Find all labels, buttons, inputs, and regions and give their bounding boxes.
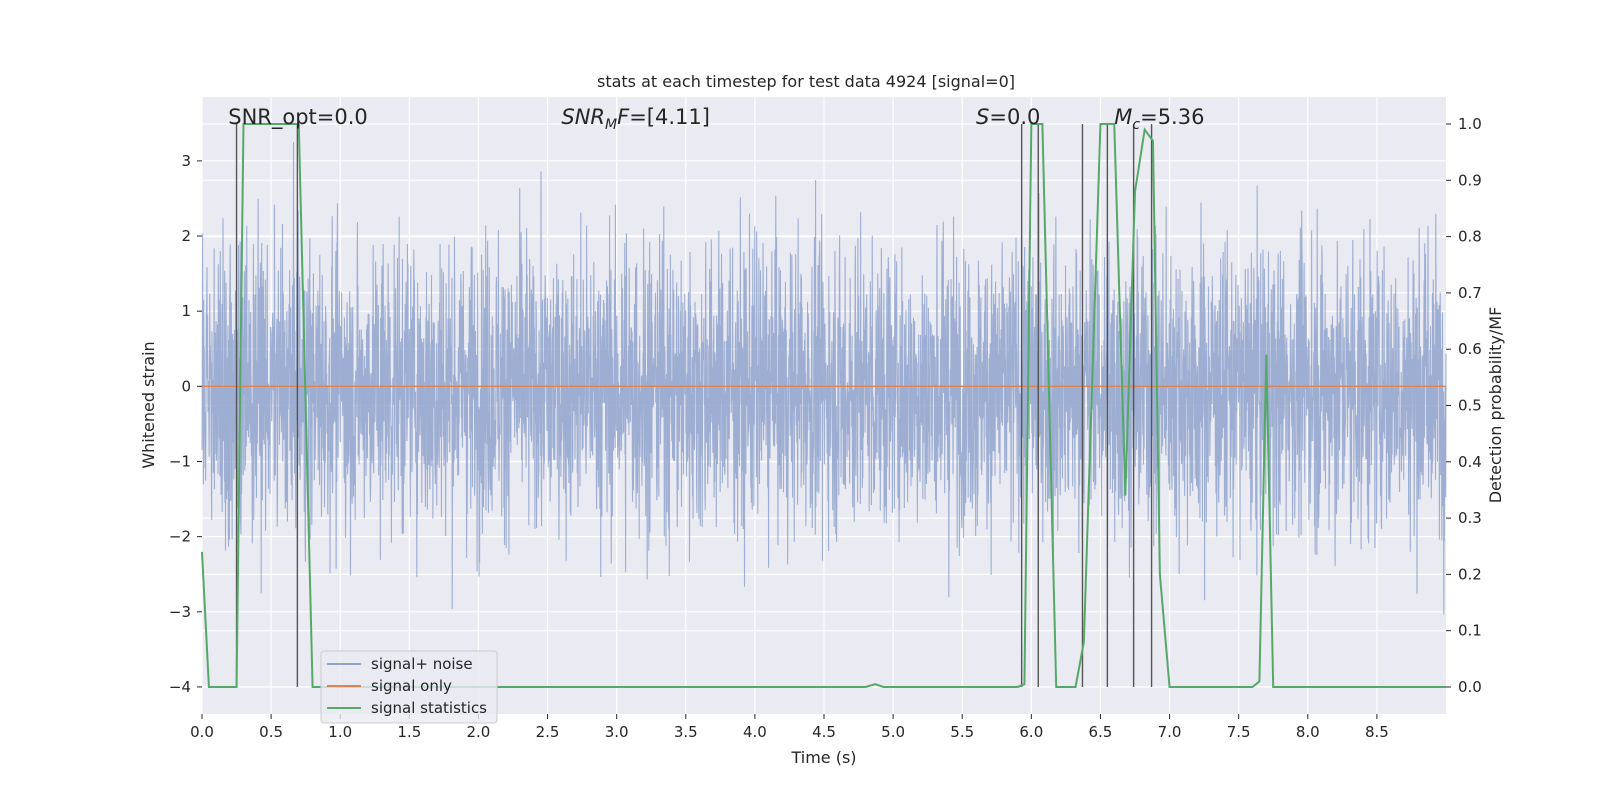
y-tick-label: −4 — [169, 678, 191, 696]
legend-label-signal-noise: signal+ noise — [371, 655, 473, 673]
y2-tick-label: 1.0 — [1458, 115, 1482, 133]
annotation-snr-mf: SNRMF=[4.11] — [561, 105, 710, 133]
x-tick-label: 1.0 — [328, 723, 352, 741]
y-tick-label: 3 — [181, 152, 191, 170]
y2-tick-label: 0.5 — [1458, 397, 1482, 415]
y2-tick-label: 0.9 — [1458, 171, 1482, 189]
y2-tick-label: 0.1 — [1458, 622, 1482, 640]
annotation-mc: Mc=5.36 — [1114, 105, 1204, 133]
x-tick-label: 7.5 — [1227, 723, 1251, 741]
y2-tick-label: 0.7 — [1458, 284, 1482, 302]
x-tick-label: 8.0 — [1296, 723, 1320, 741]
annotation-snr-opt: SNR_opt=0.0 — [228, 105, 368, 130]
legend-label-signal-statistics: signal statistics — [371, 699, 487, 717]
y2-tick-label: 0.6 — [1458, 340, 1482, 358]
x-tick-label: 2.5 — [536, 723, 560, 741]
x-tick-label: 5.5 — [950, 723, 974, 741]
y-tick-label: 0 — [181, 377, 191, 395]
x-tick-label: 6.0 — [1019, 723, 1043, 741]
x-tick-label: 0.0 — [190, 723, 214, 741]
annotation-s: S=0.0 — [976, 105, 1040, 129]
x-tick-label: 3.0 — [605, 723, 629, 741]
x-tick-label: 0.5 — [259, 723, 283, 741]
y-tick-label: −1 — [169, 452, 191, 470]
y2-axis-label: Detection probability/MF — [1486, 307, 1505, 504]
legend-label-signal-only: signal only — [371, 677, 452, 695]
y2-tick-label: 0.3 — [1458, 509, 1482, 527]
x-tick-label: 4.5 — [812, 723, 836, 741]
y-axis-label: Whitened strain — [139, 341, 158, 468]
y2-tick-label: 0.0 — [1458, 678, 1482, 696]
y-tick-label: −2 — [169, 528, 191, 546]
x-tick-label: 4.0 — [743, 723, 767, 741]
y-tick-label: −3 — [169, 603, 191, 621]
y2-tick-label: 0.2 — [1458, 565, 1482, 583]
y-tick-label: 2 — [181, 227, 191, 245]
legend: signal+ noise signal only signal statist… — [321, 651, 497, 723]
x-tick-label: 5.0 — [881, 723, 905, 741]
y-tick-labels: −4 −3 −2 −1 0 1 2 3 — [169, 152, 202, 696]
y2-tick-label: 0.4 — [1458, 453, 1482, 471]
x-axis-label: Time (s) — [790, 748, 856, 767]
x-tick-label: 6.5 — [1089, 723, 1113, 741]
x-tick-label: 8.5 — [1365, 723, 1389, 741]
y2-tick-label: 0.8 — [1458, 228, 1482, 246]
chart-title: stats at each timestep for test data 492… — [597, 72, 1015, 91]
x-tick-label: 3.5 — [674, 723, 698, 741]
x-tick-label: 7.0 — [1158, 723, 1182, 741]
x-tick-label: 1.5 — [397, 723, 421, 741]
y-tick-label: 1 — [181, 302, 191, 320]
y2-tick-labels: 0.0 0.1 0.2 0.3 0.4 0.5 0.6 0.7 0.8 0.9 1.0 — [1446, 115, 1482, 696]
x-tick-label: 2.0 — [467, 723, 491, 741]
